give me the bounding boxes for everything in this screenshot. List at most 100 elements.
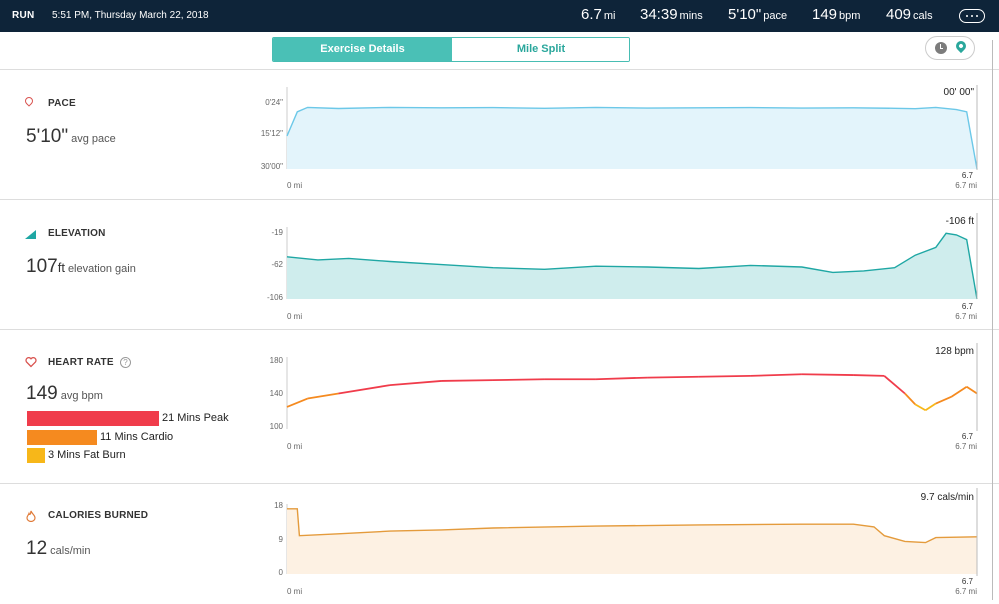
heart-rate-segment: [950, 386, 968, 398]
x-start-label: 0 mi: [287, 312, 302, 321]
help-icon[interactable]: ?: [120, 357, 131, 368]
pace-title: PACE: [48, 98, 76, 109]
top-bar: RUN 5:51 PM, Thursday March 22, 2018 6.7…: [0, 0, 999, 32]
divider: [0, 483, 999, 484]
x-start-label: 0 mi: [287, 442, 302, 451]
heart-rate-segment: [966, 386, 978, 395]
heart-rate-chart: 180 140 100 128 bpm 6.7 0 mi 6.7 mi: [270, 343, 978, 451]
heart-rate-segment: [698, 375, 751, 378]
heart-rate-segment: [904, 392, 916, 406]
x-end-label: 6.7 mi: [955, 312, 977, 321]
heart-rate-segment: [389, 380, 442, 387]
zone-bar-peak: [27, 411, 159, 426]
dot-icon: [971, 15, 973, 17]
zone-bar-cardio: [27, 430, 97, 445]
heart-rate-segment: [914, 403, 926, 412]
heart-rate-current-value: 128 bpm: [935, 346, 974, 357]
elevation-area: [287, 233, 977, 299]
heart-rate-tick: 100: [270, 422, 284, 431]
elevation-chart: -19 -62 -106 -106 ft 6.7 0 mi 6.7 mi: [267, 213, 978, 321]
pace-current-value: 00' 00": [944, 87, 975, 98]
calories-tick: 0: [279, 568, 284, 577]
more-options-button[interactable]: [959, 9, 985, 23]
heart-rate-segment: [441, 379, 493, 382]
pace-chart: 0'24" 15'12" 30'00" 00' 00" 6.7 0 mi 6.7…: [261, 85, 978, 190]
zone-label-peak: 21 Mins Peak: [162, 412, 229, 424]
elevation-title: ELEVATION: [48, 228, 106, 239]
pace-value: 5'10" avg pace: [26, 126, 116, 147]
zone-label-cardio: 11 Mins Cardio: [100, 431, 174, 443]
stat-distance: 6.7 mi: [581, 6, 616, 23]
dot-icon: [966, 15, 968, 17]
heart-rate-segment: [801, 373, 854, 376]
heart-rate-segment: [338, 384, 391, 395]
elevation-line: [286, 232, 978, 300]
heart-icon: [25, 357, 37, 368]
calories-chart: 18 9 0 9.7 cals/min 6.7 0 mi 6.7 mi: [274, 488, 978, 596]
elevation-current-value: -106 ft: [946, 216, 975, 227]
x-end-label: 6.7 mi: [955, 587, 977, 596]
clock-icon[interactable]: [935, 42, 947, 54]
calories-current-value: 9.7 cals/min: [921, 492, 974, 503]
heart-rate-end-value: 6.7: [962, 432, 974, 441]
heart-rate-segment: [750, 373, 802, 377]
dot-icon: [976, 15, 978, 17]
tab-exercise-details[interactable]: Exercise Details: [273, 38, 452, 61]
calories-title: CALORIES BURNED: [48, 510, 149, 521]
zone-bar-fat-burn: [27, 448, 45, 463]
stat-duration: 34:39 mins: [640, 6, 703, 23]
calories-area: [287, 508, 977, 574]
divider: [0, 329, 999, 330]
heart-rate-segment: [286, 397, 308, 408]
zone-label-fat-burn: 3 Mins Fat Burn: [48, 449, 126, 461]
elevation-tick: -19: [271, 228, 283, 237]
calories-end-value: 6.7: [962, 577, 974, 586]
elevation-icon: [25, 230, 36, 239]
elevation-value: 107ft elevation gain: [26, 256, 136, 277]
activity-type: RUN: [12, 10, 35, 21]
flame-icon: [26, 510, 36, 522]
pace-tick: 15'12": [261, 129, 283, 138]
heart-rate-tick: 140: [270, 389, 284, 398]
view-tabs: Exercise Details Mile Split: [272, 37, 630, 62]
scrollbar[interactable]: [992, 40, 993, 600]
heart-rate-segment: [853, 374, 885, 377]
heart-rate-segment: [307, 392, 339, 400]
x-end-label: 6.7 mi: [955, 442, 977, 451]
pace-tick: 30'00": [261, 162, 283, 171]
activity-datetime: 5:51 PM, Thursday March 22, 2018: [52, 10, 209, 21]
stat-pace: 5'10" pace: [728, 6, 788, 23]
calories-tick: 18: [274, 501, 283, 510]
heart-rate-value: 149 avg bpm: [26, 383, 103, 404]
heart-rate-segment: [935, 396, 952, 405]
map-pin-icon[interactable]: [953, 38, 969, 54]
heart-rate-segment: [883, 375, 906, 395]
heart-rate-title: HEART RATE: [48, 357, 114, 368]
pace-end-value: 6.7: [962, 171, 974, 180]
heart-rate-segment: [492, 378, 545, 381]
heart-rate-segment: [925, 402, 937, 412]
elevation-tick: -106: [267, 293, 284, 302]
divider: [0, 69, 999, 70]
elevation-tick: -62: [271, 260, 283, 269]
tab-mile-split[interactable]: Mile Split: [452, 38, 629, 61]
heart-rate-segment: [647, 375, 699, 379]
location-pin-icon: [23, 95, 37, 109]
pace-area: [287, 107, 977, 169]
stat-heart-rate: 149 bpm: [812, 6, 861, 23]
divider: [0, 199, 999, 200]
heart-rate-tick: 180: [270, 356, 284, 365]
x-start-label: 0 mi: [287, 181, 302, 190]
pace-tick: 0'24": [265, 98, 283, 107]
x-start-label: 0 mi: [287, 587, 302, 596]
pace-line: [286, 106, 978, 170]
calories-tick: 9: [279, 535, 284, 544]
calories-line: [287, 508, 978, 544]
view-toggle[interactable]: [925, 36, 975, 60]
stat-calories: 409 cals: [886, 6, 933, 23]
heart-rate-line: [286, 373, 978, 412]
heart-rate-segment: [595, 376, 648, 381]
x-end-label: 6.7 mi: [955, 181, 977, 190]
elevation-end-value: 6.7: [962, 302, 974, 311]
calories-value: 12 cals/min: [26, 538, 91, 559]
